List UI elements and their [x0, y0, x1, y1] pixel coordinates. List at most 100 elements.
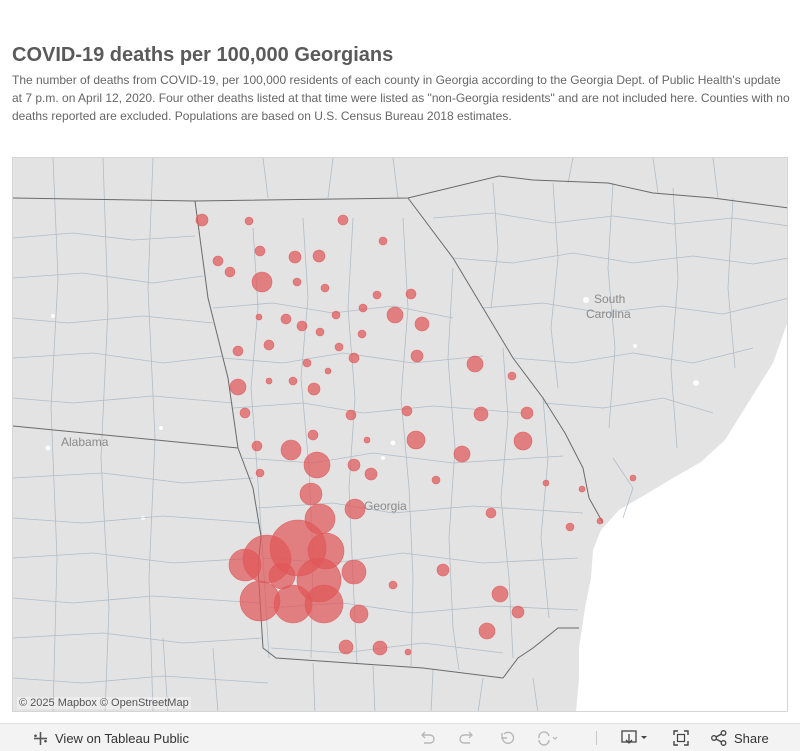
county-death-rate-bubble[interactable]	[251, 440, 263, 452]
county-death-rate-bubble[interactable]	[312, 249, 326, 263]
county-death-rate-bubble[interactable]	[485, 507, 497, 519]
county-death-rate-bubble[interactable]	[405, 288, 417, 300]
county-death-rate-bubble[interactable]	[303, 451, 331, 479]
county-death-rate-bubble[interactable]	[388, 580, 398, 590]
county-death-rate-bubble[interactable]	[255, 468, 265, 478]
county-death-rate-bubble[interactable]	[337, 214, 349, 226]
undo-button[interactable]	[418, 724, 436, 751]
county-death-rate-bubble[interactable]	[386, 306, 404, 324]
county-death-rate-bubble[interactable]	[229, 378, 247, 396]
county-death-rate-bubble[interactable]	[431, 475, 441, 485]
county-death-rate-bubble[interactable]	[507, 371, 517, 381]
county-death-rate-bubble[interactable]	[491, 585, 509, 603]
map-attribution[interactable]: © 2025 Mapbox © OpenStreetMap	[17, 697, 191, 709]
county-death-rate-bubble[interactable]	[288, 376, 298, 386]
death-rate-bubbles	[195, 213, 637, 656]
county-death-rate-bubble[interactable]	[404, 648, 412, 656]
county-death-rate-bubble[interactable]	[542, 479, 550, 487]
download-icon	[620, 729, 650, 747]
county-death-rate-bubble[interactable]	[195, 213, 209, 227]
county-death-rate-bubble[interactable]	[302, 358, 312, 368]
share-label: Share	[734, 730, 769, 746]
county-death-rate-bubble[interactable]	[232, 345, 244, 357]
county-death-rate-bubble[interactable]	[307, 429, 319, 441]
county-death-rate-bubble[interactable]	[338, 639, 354, 655]
share-button[interactable]: Share	[710, 724, 769, 751]
county-death-rate-bubble[interactable]	[406, 430, 426, 450]
page-title: COVID-19 deaths per 100,000 Georgians	[12, 44, 394, 66]
county-death-rate-bubble[interactable]	[288, 250, 302, 264]
county-death-rate-bubble[interactable]	[347, 458, 361, 472]
redo-button[interactable]	[458, 724, 476, 751]
water-bodies	[45, 297, 699, 520]
county-death-rate-bubble[interactable]	[349, 604, 369, 624]
county-death-rate-bubble[interactable]	[520, 406, 534, 420]
county-death-rate-bubble[interactable]	[358, 303, 368, 313]
county-death-rate-bubble[interactable]	[244, 216, 254, 226]
county-death-rate-bubble[interactable]	[414, 316, 430, 332]
revert-button[interactable]	[498, 724, 516, 751]
county-death-rate-bubble[interactable]	[307, 382, 321, 396]
refresh-button[interactable]	[536, 724, 558, 751]
county-death-rate-bubble[interactable]	[629, 474, 637, 482]
county-death-rate-bubble[interactable]	[363, 436, 371, 444]
county-death-rate-bubble[interactable]	[299, 482, 323, 506]
county-death-rate-bubble[interactable]	[466, 355, 484, 373]
county-death-rate-bubble[interactable]	[345, 409, 357, 421]
county-death-rate-bubble[interactable]	[511, 605, 525, 619]
county-death-rate-bubble[interactable]	[239, 407, 251, 419]
toolbar-separator	[596, 731, 597, 745]
label-alabama: Alabama	[61, 435, 109, 449]
share-icon	[710, 729, 728, 747]
county-death-rate-bubble[interactable]	[348, 352, 360, 364]
county-death-rate-bubble[interactable]	[341, 559, 367, 585]
county-death-rate-bubble[interactable]	[357, 329, 367, 339]
tableau-logo-icon	[32, 730, 49, 747]
county-death-rate-bubble[interactable]	[410, 349, 424, 363]
county-death-rate-bubble[interactable]	[372, 290, 382, 300]
county-death-rate-bubble[interactable]	[334, 342, 344, 352]
ocean-area	[576, 323, 787, 711]
county-death-rate-bubble[interactable]	[296, 320, 308, 332]
county-death-rate-bubble[interactable]	[513, 431, 533, 451]
county-death-rate-bubble[interactable]	[344, 498, 366, 520]
county-death-rate-bubble[interactable]	[292, 277, 302, 287]
county-death-rate-bubble[interactable]	[304, 584, 344, 624]
county-death-rate-bubble[interactable]	[263, 339, 275, 351]
fullscreen-button[interactable]	[672, 724, 690, 751]
county-death-rate-bubble[interactable]	[372, 640, 388, 656]
label-georgia: Georgia	[364, 499, 407, 513]
map-view[interactable]: Alabama Georgia South Carolina © 2025 Ma…	[12, 157, 788, 712]
county-death-rate-bubble[interactable]	[320, 283, 330, 293]
county-death-rate-bubble[interactable]	[212, 255, 224, 267]
undo-icon	[418, 730, 436, 746]
county-death-rate-bubble[interactable]	[565, 522, 575, 532]
county-death-rate-bubble[interactable]	[436, 563, 450, 577]
county-death-rate-bubble[interactable]	[596, 517, 604, 525]
county-death-rate-bubble[interactable]	[473, 406, 489, 422]
county-death-rate-bubble[interactable]	[324, 367, 332, 375]
county-death-rate-bubble[interactable]	[280, 439, 302, 461]
county-death-rate-bubble[interactable]	[228, 548, 262, 582]
county-death-rate-bubble[interactable]	[254, 245, 266, 257]
county-death-rate-bubble[interactable]	[378, 236, 388, 246]
map-canvas[interactable]: Alabama Georgia South Carolina	[13, 158, 788, 712]
county-death-rate-bubble[interactable]	[265, 377, 273, 385]
revert-icon	[498, 730, 516, 746]
label-carolina: Carolina	[586, 307, 631, 321]
county-death-rate-bubble[interactable]	[364, 467, 378, 481]
page-subtitle: The number of deaths from COVID-19, per …	[12, 73, 790, 123]
county-death-rate-bubble[interactable]	[331, 310, 341, 320]
view-on-tableau-link[interactable]: View on Tableau Public	[32, 724, 189, 751]
label-south: South	[594, 292, 625, 306]
county-death-rate-bubble[interactable]	[280, 313, 292, 325]
county-death-rate-bubble[interactable]	[453, 445, 471, 463]
county-death-rate-bubble[interactable]	[478, 622, 496, 640]
download-button[interactable]	[620, 724, 650, 751]
county-death-rate-bubble[interactable]	[401, 405, 413, 417]
county-death-rate-bubble[interactable]	[315, 327, 325, 337]
county-death-rate-bubble[interactable]	[224, 266, 236, 278]
county-death-rate-bubble[interactable]	[251, 271, 273, 293]
county-death-rate-bubble[interactable]	[578, 485, 586, 493]
county-death-rate-bubble[interactable]	[255, 313, 263, 321]
